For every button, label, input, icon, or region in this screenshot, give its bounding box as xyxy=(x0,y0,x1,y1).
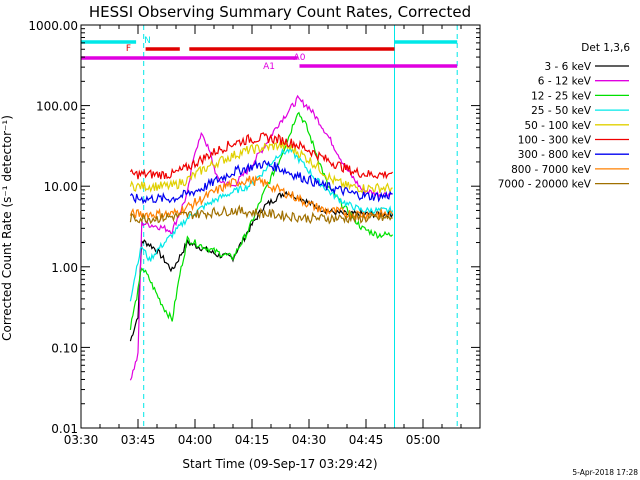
series-line-5 xyxy=(129,132,394,180)
x-tick-label: 04:15 xyxy=(235,433,270,447)
series-line-7 xyxy=(129,175,394,221)
x-tick-label: 05:00 xyxy=(406,433,441,447)
status-bar-label: A1 xyxy=(263,62,275,72)
status-bar-label: F xyxy=(126,44,131,54)
series-line-6 xyxy=(129,159,393,205)
y-tick-label: 100.00 xyxy=(36,100,78,114)
legend-entry-label: 800 - 7000 keV xyxy=(511,164,592,176)
status-bar-label: N xyxy=(144,36,151,46)
legend-entry-label: 50 - 100 keV xyxy=(524,120,591,132)
series-line-3 xyxy=(129,144,394,302)
status-bar-label: A0 xyxy=(294,53,306,63)
y-axis-label: Corrected Count Rate (s⁻¹ detector⁻¹) xyxy=(0,115,14,341)
y-tick-label: 0.01 xyxy=(51,422,78,436)
legend-entry-label: 6 - 12 keV xyxy=(538,76,592,88)
legend-entry-label: 300 - 800 keV xyxy=(518,149,592,161)
x-tick-label: 03:45 xyxy=(121,433,156,447)
x-tick-label: 04:45 xyxy=(349,433,384,447)
footer-date: 5-Apr-2018 17:28 xyxy=(572,468,638,477)
legend-entry-label: 3 - 6 keV xyxy=(544,61,591,73)
plot-area: N F A0 A1 xyxy=(80,25,458,428)
chart-title: HESSI Observing Summary Count Rates, Cor… xyxy=(89,3,471,21)
series-line-1 xyxy=(129,94,393,381)
legend-entry-label: 100 - 300 keV xyxy=(518,135,592,147)
legend-entry-label: 7000 - 20000 keV xyxy=(498,179,592,191)
y-tick-label: 10.00 xyxy=(44,180,78,194)
x-tick-label: 04:00 xyxy=(178,433,213,447)
plot-frame xyxy=(80,24,481,429)
x-tick-label: 04:30 xyxy=(292,433,327,447)
legend-title: Det 1,3,6 xyxy=(581,42,630,54)
legend-entry-label: 12 - 25 keV xyxy=(531,90,592,102)
series-line-4 xyxy=(129,140,393,194)
y-tick-label: 0.10 xyxy=(51,341,78,355)
y-tick-label: 1.00 xyxy=(51,261,78,275)
x-tick-label: 03:30 xyxy=(64,433,99,447)
legend-entry-label: 25 - 50 keV xyxy=(531,105,592,117)
x-axis-label: Start Time (09-Sep-17 03:29:42) xyxy=(182,457,377,471)
axes: 03:30 03:45 04:00 04:15 04:30 04:45 05:00 0.01 0… xyxy=(28,19,481,447)
legend: Det 1,3,6 3 - 6 keV 6 - 12 keV 12 - 25 keV… xyxy=(498,42,631,191)
y-tick-label: 1000.00 xyxy=(28,19,78,33)
series-line-8 xyxy=(129,204,393,225)
series-line-2 xyxy=(129,111,394,330)
